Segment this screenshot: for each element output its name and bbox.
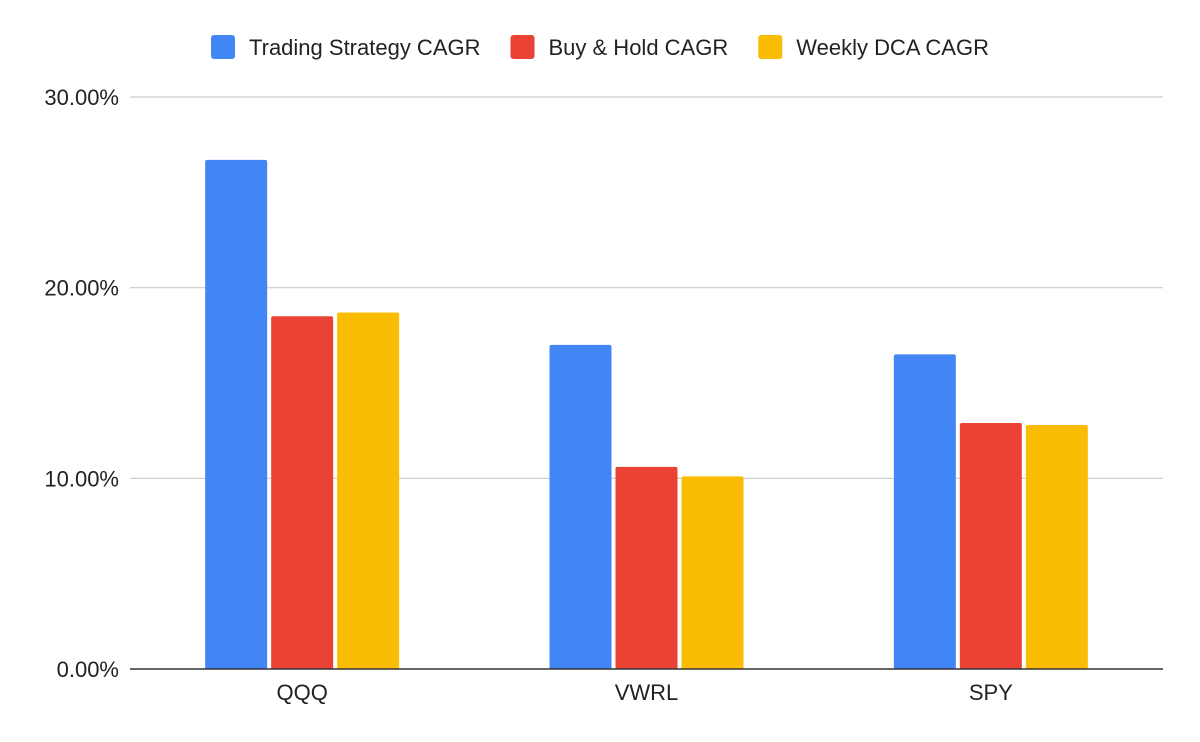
legend: Trading Strategy CAGR Buy & Hold CAGR Week… <box>211 35 989 60</box>
x-tick-label: VWRL <box>615 680 679 705</box>
legend-label: Trading Strategy CAGR <box>249 35 481 60</box>
bar-qqq-series-1[interactable] <box>205 159 268 670</box>
bar-qqq-series-3[interactable] <box>337 312 400 669</box>
x-tick-label: QQQ <box>276 680 327 705</box>
y-axis: 0.00% 10.00% 20.00% 30.00% <box>44 85 119 682</box>
x-tick-label: SPY <box>969 680 1013 705</box>
y-tick-label: 20.00% <box>44 276 119 301</box>
bar-spy-series-1[interactable] <box>893 354 956 669</box>
y-tick-label: 10.00% <box>44 466 119 491</box>
legend-item-1[interactable]: Trading Strategy CAGR <box>211 35 481 60</box>
legend-swatch <box>758 35 783 59</box>
bar-spy-series-3[interactable] <box>1025 424 1088 669</box>
bars <box>205 159 1088 670</box>
legend-label: Buy & Hold CAGR <box>549 35 729 60</box>
bar-vwrl-series-3[interactable] <box>681 476 744 669</box>
y-tick-label: 0.00% <box>57 657 119 682</box>
y-tick-label: 30.00% <box>44 85 119 110</box>
x-axis: QQQ VWRL SPY <box>130 668 1163 705</box>
bar-spy-series-2[interactable] <box>959 423 1022 669</box>
legend-item-2[interactable]: Buy & Hold CAGR <box>510 35 729 60</box>
bar-vwrl-series-1[interactable] <box>549 344 612 669</box>
legend-swatch <box>211 35 236 59</box>
legend-swatch <box>510 35 535 59</box>
legend-item-3[interactable]: Weekly DCA CAGR <box>758 35 989 60</box>
legend-label: Weekly DCA CAGR <box>796 35 989 60</box>
bar-qqq-series-2[interactable] <box>271 316 334 669</box>
bar-vwrl-series-2[interactable] <box>615 466 678 669</box>
